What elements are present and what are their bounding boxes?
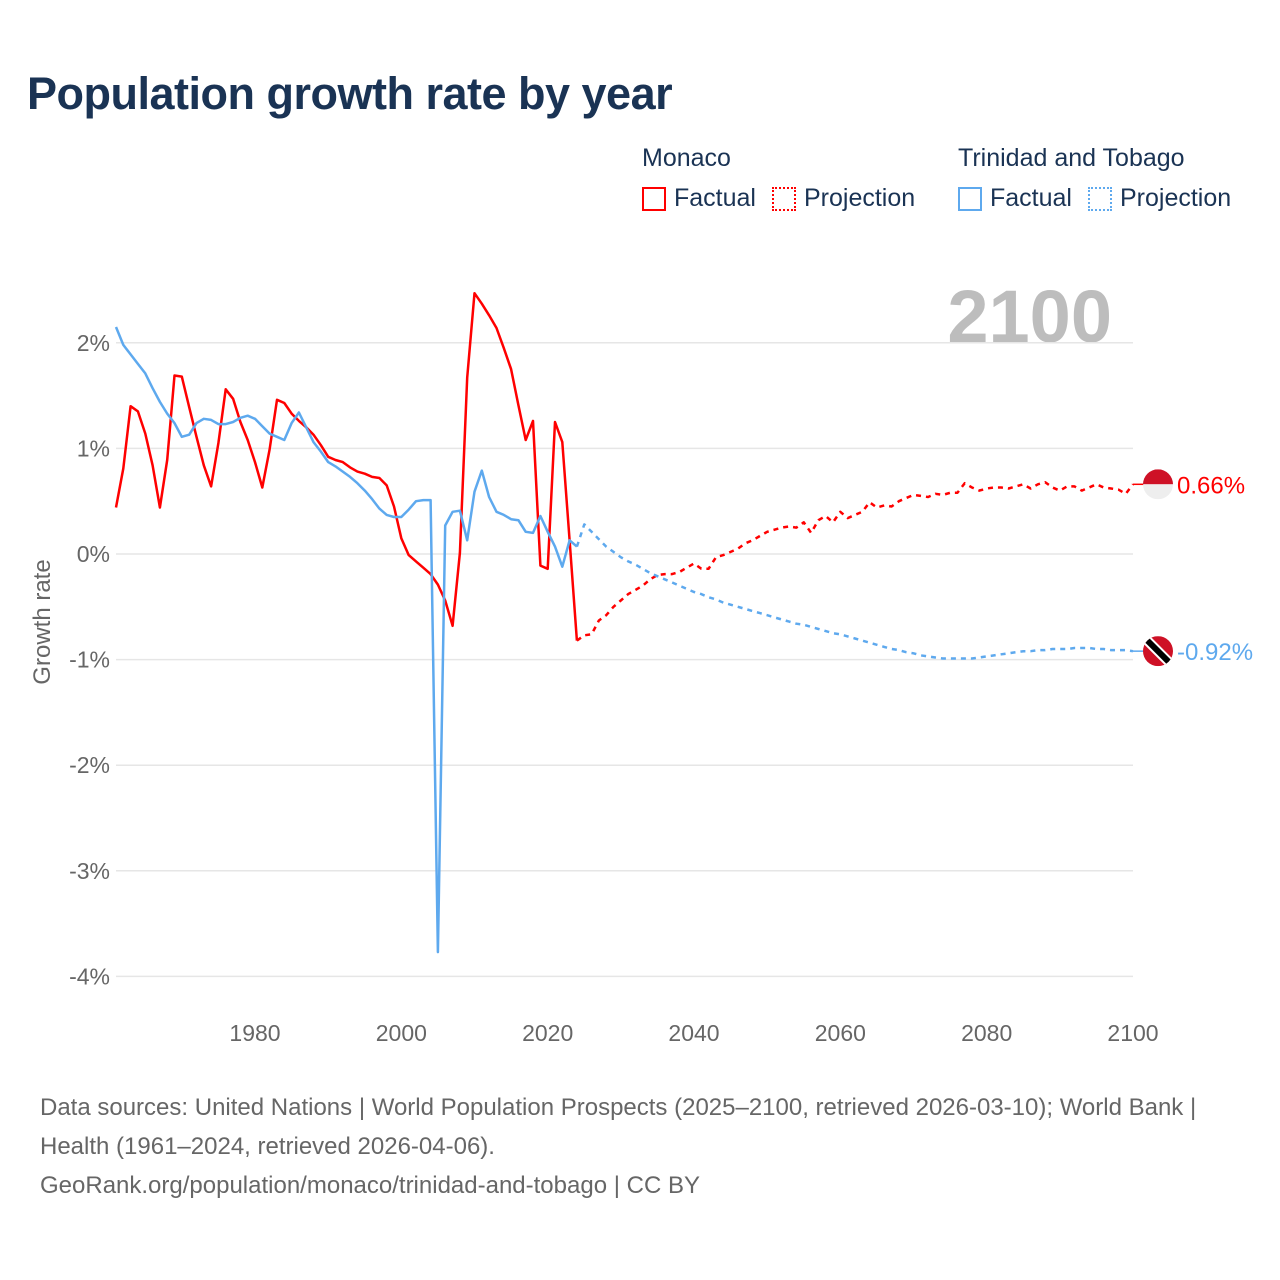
trinidad-and-tobago-flag-icon — [1143, 636, 1173, 667]
legend-item-monaco-factual[interactable]: Factual — [642, 184, 756, 213]
legend-group-label: Monaco — [642, 144, 731, 172]
footer: Data sources: United Nations | World Pop… — [40, 1088, 1240, 1205]
series-line-trinidad-and-tobago-projection — [575, 523, 1134, 660]
x-tick-label: 1980 — [229, 1020, 280, 1046]
legend-group-label: Trinidad and Tobago — [958, 144, 1185, 172]
y-tick-label: 0% — [77, 541, 110, 567]
x-tick-label: 2020 — [522, 1020, 573, 1046]
y-tick-label: -4% — [69, 963, 110, 989]
legend-group-monaco: Monaco Factual Projection — [642, 144, 931, 213]
legend-swatch-dotted — [1087, 186, 1112, 211]
legend-swatch-solid — [958, 186, 982, 211]
legend-swatch-dotted — [771, 186, 796, 211]
legend-swatch-solid — [642, 186, 666, 211]
y-tick-label: 1% — [77, 435, 110, 461]
monaco-flag-icon — [1143, 469, 1173, 500]
x-tick-label: 2080 — [961, 1020, 1012, 1046]
credit-link[interactable]: GeoRank.org/population/monaco/trinidad-a… — [40, 1172, 700, 1199]
x-tick-label: 2060 — [815, 1020, 866, 1046]
end-value-label: -0.92% — [1177, 639, 1253, 666]
y-tick-label: -3% — [69, 858, 110, 884]
legend-label: Factual — [674, 184, 756, 212]
x-tick-label: 2000 — [376, 1020, 427, 1046]
y-tick-label: -2% — [69, 752, 110, 778]
y-axis-label: Growth rate — [29, 559, 56, 684]
legend-label: Projection — [1119, 184, 1232, 212]
series-line-monaco-projection — [576, 480, 1134, 642]
legend-label: Projection — [803, 184, 916, 212]
chart-title: Population growth rate by year — [27, 68, 673, 119]
legend-label: Factual — [990, 184, 1072, 212]
x-tick-label: 2100 — [1107, 1020, 1158, 1046]
legend-item-trinidad-factual[interactable]: Factual — [958, 184, 1072, 213]
current-year-label: 2100 — [947, 275, 1112, 358]
legend-group-trinidad: Trinidad and Tobago Factual Projection — [958, 144, 1247, 213]
legend-item-trinidad-projection[interactable]: Projection — [1087, 184, 1232, 213]
data-sources: Data sources: United Nations | World Pop… — [40, 1094, 1197, 1160]
y-tick-label: -1% — [69, 647, 110, 673]
series-line-trinidad-and-tobago-factual — [114, 326, 578, 954]
y-tick-label: 2% — [77, 330, 110, 356]
x-tick-label: 2040 — [668, 1020, 719, 1046]
series-line-monaco-factual — [114, 291, 579, 641]
end-value-label: 0.66% — [1177, 472, 1245, 499]
legend-item-monaco-projection[interactable]: Projection — [771, 184, 916, 213]
